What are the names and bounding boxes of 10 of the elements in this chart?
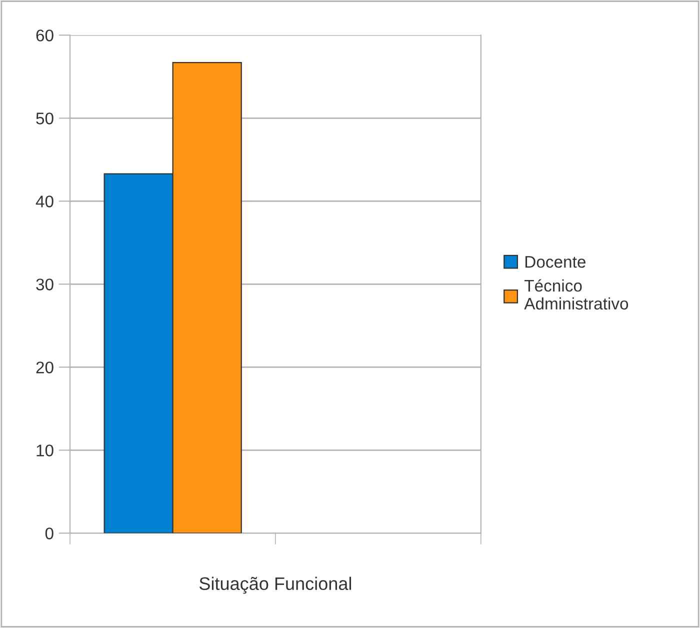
y-tick-label: 40 — [36, 196, 54, 208]
x-axis-title: Situação Funcional — [199, 576, 352, 594]
y-tick-label: 0 — [45, 528, 54, 540]
y-tick-label: 10 — [36, 444, 54, 456]
y-tick-label: 30 — [36, 278, 54, 290]
legend-label: Técnico Administrativo — [524, 279, 628, 310]
y-tick-label: 60 — [36, 30, 54, 42]
y-tick-label: 50 — [36, 112, 54, 124]
y-tick-label: 20 — [36, 362, 54, 374]
legend-label: Docente — [525, 256, 586, 268]
